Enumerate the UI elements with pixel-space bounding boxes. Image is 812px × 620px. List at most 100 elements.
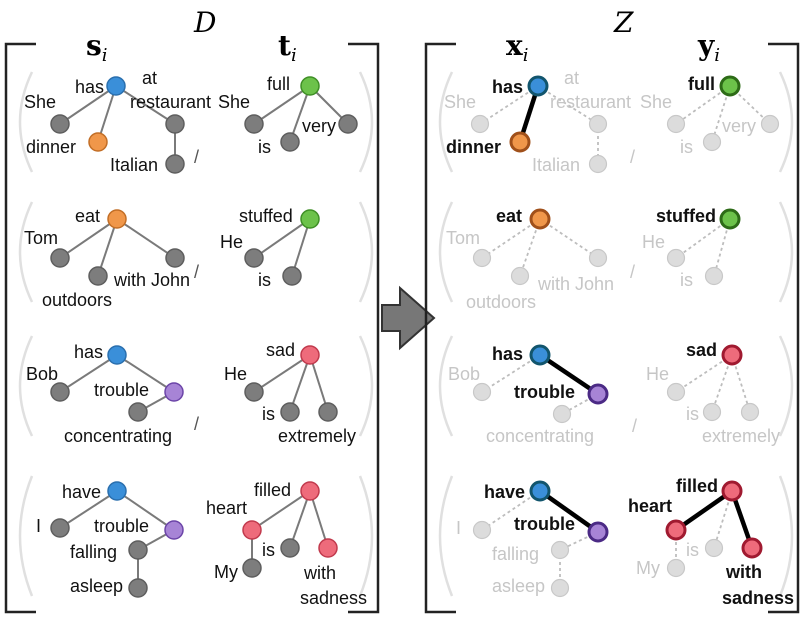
edge xyxy=(713,218,731,277)
word: dinner xyxy=(26,137,76,157)
panel-d-header-t-bold: t xyxy=(278,29,291,62)
node xyxy=(587,383,609,405)
word: outdoors xyxy=(466,292,536,312)
d-row2-source: eat Tom with John outdoors / xyxy=(24,206,199,310)
d-row4-source: have I trouble falling asleep xyxy=(36,481,184,598)
word: at xyxy=(564,68,579,88)
panel-d-header-t: ti xyxy=(278,29,297,66)
edge xyxy=(289,354,311,413)
node xyxy=(282,266,302,286)
edge xyxy=(253,354,311,393)
node xyxy=(244,248,264,268)
edge xyxy=(711,85,731,143)
word: is xyxy=(258,137,271,157)
word: has xyxy=(492,77,523,97)
node xyxy=(741,537,763,559)
node xyxy=(88,266,108,286)
z-row3-target: sad He is extremely xyxy=(646,340,780,446)
edge xyxy=(116,354,175,393)
word: with xyxy=(303,563,336,583)
z-row4-source: have I trouble falling asleep xyxy=(456,480,609,598)
panel-z-header-y-sub: i xyxy=(714,45,720,66)
node xyxy=(128,578,148,598)
edge xyxy=(309,490,329,549)
node xyxy=(165,114,185,134)
edge xyxy=(253,85,311,125)
node-root xyxy=(106,76,126,96)
node-root xyxy=(527,75,549,97)
node xyxy=(164,382,184,402)
word: heart xyxy=(628,496,672,516)
z-row4-target: filled heart My is with sadness xyxy=(628,476,794,608)
panel-d-bracket-left xyxy=(4,42,36,614)
word: at xyxy=(142,68,157,88)
word: is xyxy=(680,270,693,290)
node xyxy=(164,520,184,540)
word: full xyxy=(267,74,290,94)
edge xyxy=(289,85,311,143)
node xyxy=(550,540,570,560)
node xyxy=(666,114,686,134)
node xyxy=(470,114,490,134)
edge xyxy=(59,490,118,529)
node xyxy=(242,520,262,540)
word: He xyxy=(220,232,243,252)
node xyxy=(666,382,686,402)
node xyxy=(588,154,608,174)
edge xyxy=(59,354,118,393)
node xyxy=(702,132,722,152)
node xyxy=(509,131,531,153)
node xyxy=(280,402,300,422)
word: with xyxy=(725,562,762,582)
node xyxy=(338,114,358,134)
word: have xyxy=(484,482,525,502)
paren-left-row4 xyxy=(18,475,34,597)
word: extremely xyxy=(278,426,356,446)
word: She xyxy=(24,92,56,112)
edge xyxy=(309,354,329,413)
word: has xyxy=(74,342,103,362)
node xyxy=(318,538,338,558)
word: is xyxy=(262,404,275,424)
node xyxy=(588,248,608,268)
node-root xyxy=(300,481,320,501)
node xyxy=(472,382,492,402)
word: trouble xyxy=(94,516,149,536)
edge xyxy=(251,490,311,531)
node-root xyxy=(300,76,320,96)
node-root xyxy=(107,209,127,229)
panel-z-parens xyxy=(438,71,794,597)
word: dinner xyxy=(446,137,501,157)
edge xyxy=(59,85,117,125)
node xyxy=(740,402,760,422)
node xyxy=(760,114,780,134)
panel-d-header-s: si xyxy=(86,29,108,66)
node-root xyxy=(719,208,741,230)
d-row1-source: has She at restaurant dinner Italian / xyxy=(24,68,211,175)
word: very xyxy=(302,116,336,136)
transform-arrow xyxy=(381,285,436,351)
node xyxy=(318,402,338,422)
word: I xyxy=(456,518,461,538)
word: filled xyxy=(254,480,291,500)
edge xyxy=(116,490,175,531)
node xyxy=(510,266,530,286)
z-row2-source: eat Tom with John outdoors / xyxy=(446,206,635,312)
node xyxy=(244,114,264,134)
panel-d: D si ti has She xyxy=(4,6,380,614)
node xyxy=(704,538,724,558)
word: He xyxy=(224,364,247,384)
node xyxy=(280,132,300,152)
word: very xyxy=(722,116,756,136)
word: Bob xyxy=(26,364,58,384)
word: has xyxy=(492,344,523,364)
word: heart xyxy=(206,498,247,518)
node xyxy=(165,248,185,268)
d-row3-target: sad He is extremely xyxy=(224,340,356,446)
panel-d-header-s-sub: i xyxy=(102,45,108,66)
node xyxy=(128,402,148,422)
word: stuffed xyxy=(239,206,293,226)
node xyxy=(665,519,687,541)
highlight-edge xyxy=(674,489,734,532)
